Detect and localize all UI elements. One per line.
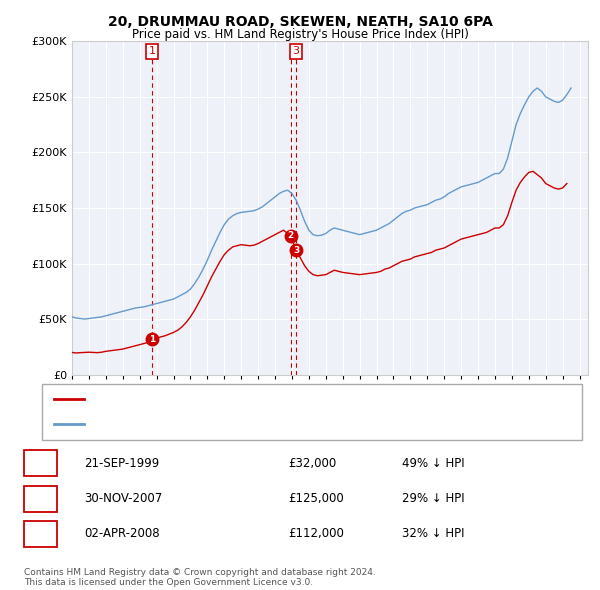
Text: 20, DRUMMAU ROAD, SKEWEN, NEATH, SA10 6PA (detached house): 20, DRUMMAU ROAD, SKEWEN, NEATH, SA10 6P… — [90, 394, 442, 404]
Text: 3: 3 — [37, 527, 44, 540]
Text: 2: 2 — [37, 492, 44, 505]
Text: 1: 1 — [148, 46, 155, 56]
Text: 30-NOV-2007: 30-NOV-2007 — [84, 492, 162, 505]
Text: 2: 2 — [287, 231, 294, 240]
Text: 20, DRUMMAU ROAD, SKEWEN, NEATH, SA10 6PA: 20, DRUMMAU ROAD, SKEWEN, NEATH, SA10 6P… — [107, 15, 493, 29]
Text: 1: 1 — [149, 335, 155, 343]
Text: Price paid vs. HM Land Registry's House Price Index (HPI): Price paid vs. HM Land Registry's House … — [131, 28, 469, 41]
Text: 49% ↓ HPI: 49% ↓ HPI — [402, 457, 464, 470]
Text: £32,000: £32,000 — [288, 457, 336, 470]
Text: 32% ↓ HPI: 32% ↓ HPI — [402, 527, 464, 540]
Text: 3: 3 — [293, 245, 299, 255]
Text: 1: 1 — [37, 457, 44, 470]
Text: 21-SEP-1999: 21-SEP-1999 — [84, 457, 159, 470]
Text: £112,000: £112,000 — [288, 527, 344, 540]
Text: £125,000: £125,000 — [288, 492, 344, 505]
Text: 02-APR-2008: 02-APR-2008 — [84, 527, 160, 540]
Text: This data is licensed under the Open Government Licence v3.0.: This data is licensed under the Open Gov… — [24, 578, 313, 587]
Text: Contains HM Land Registry data © Crown copyright and database right 2024.: Contains HM Land Registry data © Crown c… — [24, 568, 376, 576]
Text: HPI: Average price, detached house, Neath Port Talbot: HPI: Average price, detached house, Neat… — [90, 419, 373, 429]
Text: 3: 3 — [293, 46, 299, 56]
Text: 29% ↓ HPI: 29% ↓ HPI — [402, 492, 464, 505]
